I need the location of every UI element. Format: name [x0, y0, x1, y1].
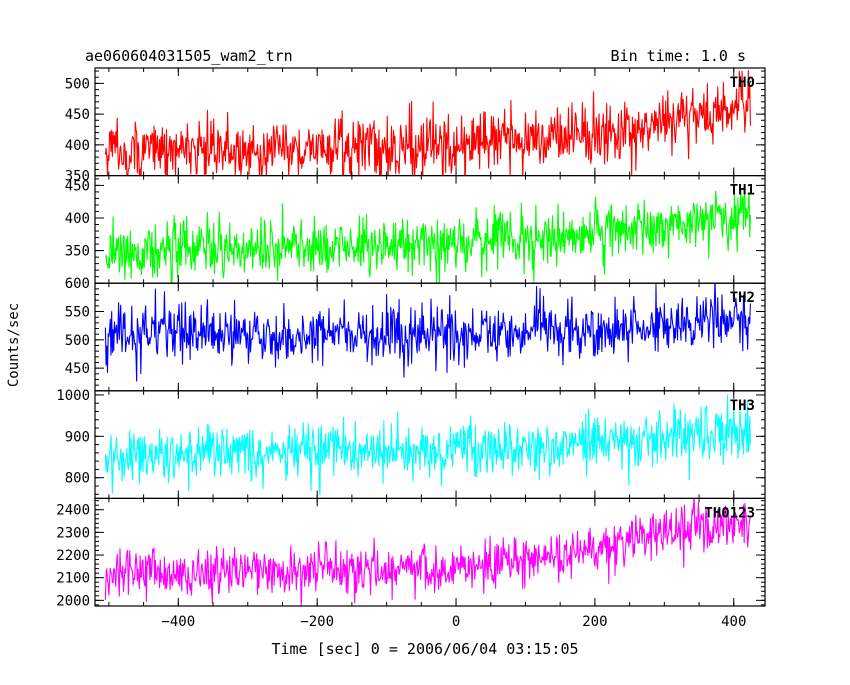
y-axis-label: Counts/sec	[6, 303, 22, 387]
y-tick-label: 350	[65, 169, 90, 185]
chart-title: ae060604031505_wam2_trn	[85, 47, 293, 65]
y-tick-label: 2300	[56, 525, 90, 541]
panels-group: 350 400 450 500 TH0 350 400 450 TH1 450 500 550 600 T…	[56, 67, 766, 630]
y-tick-label: 900	[65, 429, 90, 445]
y-tick-label: 550	[65, 305, 90, 321]
series-line-th3	[104, 394, 751, 496]
x-tick-label: 400	[721, 614, 746, 630]
y-tick-label: 1000	[56, 388, 90, 404]
y-tick-label: 600	[65, 276, 90, 292]
bin-time-label: Bin time: 1.0 s	[611, 47, 746, 65]
y-tick-label: 350	[65, 244, 90, 260]
x-tick-label: 200	[582, 614, 607, 630]
y-tick-label: 500	[65, 333, 90, 349]
panel-th0123: 2000 2100 2200 2300 2400 TH0123	[56, 497, 766, 609]
x-tick-label: 0	[452, 614, 460, 630]
series-label-th0123: TH0123	[704, 505, 755, 521]
y-tick-label: 450	[65, 178, 90, 194]
series-label-th1: TH1	[730, 183, 755, 199]
y-tick-label: 2100	[56, 571, 90, 587]
x-tick-label: −200	[300, 614, 334, 630]
x-axis-label: Time [sec] 0 = 2006/06/04 03:15:05	[271, 640, 578, 658]
panel-th2: 450 500 550 600 TH2	[65, 276, 766, 392]
y-tick-label: 450	[65, 107, 90, 123]
series-line-th2	[104, 283, 751, 382]
series-label-th3: TH3	[730, 398, 755, 414]
x-tick-label: −400	[161, 614, 195, 630]
y-tick-label: 400	[65, 138, 90, 154]
y-tick-label: 500	[65, 76, 90, 92]
y-tick-label: 2400	[56, 503, 90, 519]
series-line-th1	[104, 187, 751, 284]
panel-frame	[94, 497, 766, 607]
panel-th1: 350 400 450 TH1	[65, 175, 766, 284]
panel-th0: 350 400 450 500 TH0	[65, 67, 766, 185]
series-label-th0: TH0	[730, 75, 755, 91]
series-line-th0123	[104, 498, 751, 606]
y-tick-label: 2200	[56, 548, 90, 564]
y-tick-label: 800	[65, 471, 90, 487]
y-tick-label: 400	[65, 211, 90, 227]
y-tick-label: 450	[65, 361, 90, 377]
y-tick-label: 2000	[56, 593, 90, 609]
series-line-th0	[104, 70, 751, 176]
series-label-th2: TH2	[730, 290, 755, 306]
panel-th3: 800 900 1000 TH3	[56, 388, 766, 499]
